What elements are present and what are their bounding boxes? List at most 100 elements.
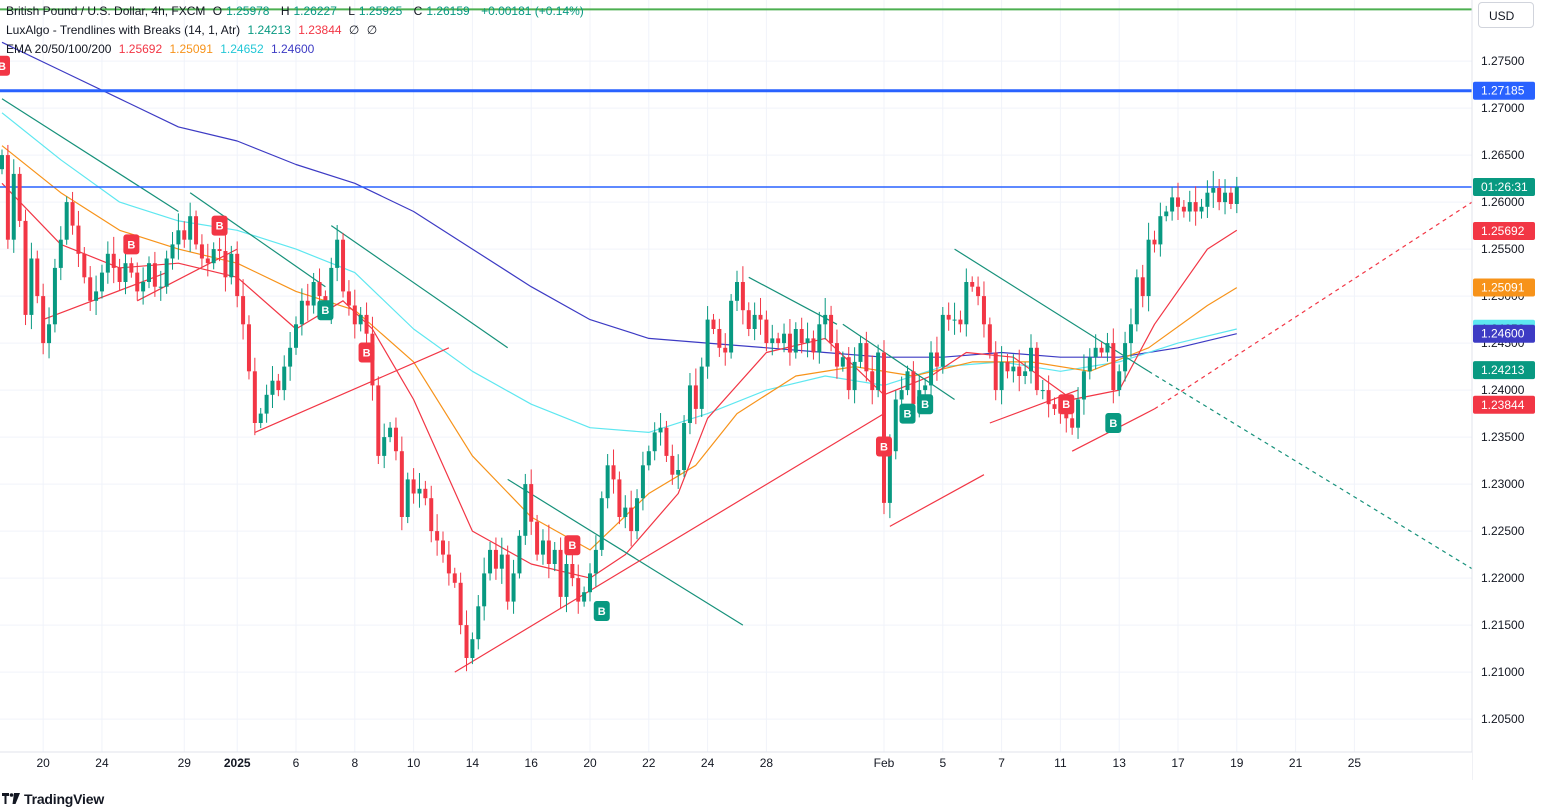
candle: [288, 332, 293, 381]
bullish-break-label: B: [593, 601, 610, 621]
candle-body: [417, 488, 422, 494]
candle: [1011, 354, 1016, 383]
candle-body: [558, 549, 563, 597]
break-label-box: [358, 342, 375, 363]
candle: [958, 310, 963, 333]
candle-body: [711, 319, 716, 329]
candle: [635, 489, 640, 540]
candle-body: [105, 253, 110, 273]
candle: [1093, 334, 1098, 370]
candle-body: [940, 314, 945, 367]
candle-body: [1152, 239, 1157, 245]
candle-body: [611, 465, 616, 480]
candle: [782, 323, 787, 353]
candle: [787, 319, 792, 366]
candle: [846, 347, 851, 400]
candle-body: [1211, 188, 1216, 193]
tradingview-logo[interactable]: TradingView: [2, 791, 104, 807]
uptrend-line: [254, 347, 450, 433]
break-label-text: B: [321, 305, 329, 317]
candle-body: [276, 380, 281, 391]
candle: [252, 357, 257, 436]
x-tick-label: 17: [1171, 756, 1185, 770]
price-badge-text: 1.27185: [1481, 84, 1525, 98]
bearish-break-label: B: [358, 342, 375, 363]
candle-body: [723, 347, 728, 353]
candle-body: [693, 385, 698, 409]
y-tick-label: 1.23500: [1481, 430, 1525, 444]
price-badge: 1.24213: [1473, 361, 1535, 380]
candle-body: [1217, 188, 1222, 203]
indicator-legend-ema: EMA 20/50/100/200 1.25692 1.25091 1.2465…: [6, 41, 318, 57]
candle-body: [588, 573, 592, 593]
symbol-title[interactable]: British Pound / U.S. Dollar, 4h, FXCM: [6, 4, 206, 18]
close-label: C: [413, 4, 423, 18]
candle-body: [1076, 399, 1081, 428]
candle: [499, 537, 504, 584]
candle: [299, 288, 304, 336]
break-label-text: B: [880, 442, 888, 454]
candle-body: [123, 263, 128, 282]
x-tick-label: Feb: [874, 756, 895, 770]
downtrend-line: [842, 323, 955, 400]
candle: [1223, 179, 1228, 215]
candle: [211, 242, 216, 270]
candle-body: [623, 507, 628, 517]
indicator-name-ema[interactable]: EMA 20/50/100/200: [6, 42, 112, 56]
candle-body: [1087, 357, 1092, 372]
x-tick-label: 14: [466, 756, 480, 770]
candle: [588, 563, 592, 602]
candle: [723, 333, 728, 366]
candle: [1187, 190, 1192, 222]
candle-body: [729, 300, 734, 353]
break-label-text: B: [216, 221, 224, 233]
candle: [352, 289, 357, 339]
candle-body: [705, 319, 710, 367]
candle-body: [376, 385, 381, 456]
bearish-break-label: B: [0, 55, 10, 76]
candle: [735, 270, 739, 311]
candle: [1105, 332, 1110, 362]
candle-body: [29, 258, 34, 315]
candle: [876, 344, 881, 398]
candle-body: [82, 253, 87, 278]
y-tick-label: 1.22000: [1481, 571, 1525, 585]
change-value: +0.00181 (+0.14%): [481, 4, 584, 18]
break-label-box: [917, 394, 934, 415]
candle-body: [1199, 206, 1204, 212]
break-label-text: B: [904, 409, 912, 421]
candle: [664, 420, 669, 462]
candle-body: [1181, 206, 1186, 212]
candle: [1205, 180, 1210, 218]
candle-body: [1081, 371, 1086, 400]
indicator-name-trendlines[interactable]: LuxAlgo - Trendlines with Breaks (14, 1,…: [6, 23, 241, 37]
candle: [623, 495, 628, 529]
open-label: O: [212, 4, 223, 18]
candle: [740, 266, 745, 325]
candle-body: [1105, 343, 1110, 353]
candle-body: [782, 333, 787, 344]
ema20-line: [1, 182, 1238, 579]
candle-body: [1029, 347, 1033, 372]
x-tick-label: 16: [525, 756, 539, 770]
candle: [1046, 375, 1051, 418]
candle: [1070, 410, 1075, 435]
candle: [811, 330, 816, 360]
candle-body: [852, 361, 857, 391]
candle: [1111, 328, 1116, 404]
candle-body: [817, 324, 822, 353]
candle: [693, 368, 698, 425]
candle-body: [1023, 371, 1028, 376]
candle: [682, 415, 687, 478]
candle: [793, 322, 798, 359]
candle-body: [970, 282, 975, 287]
bearish-break-label: B: [876, 436, 892, 457]
candle: [64, 196, 69, 245]
currency-button[interactable]: USD: [1478, 2, 1534, 28]
downtrend-line: [748, 276, 838, 325]
candle-body: [605, 465, 610, 499]
candle-body: [834, 343, 839, 367]
candle-body: [152, 263, 157, 287]
candle-body: [887, 451, 892, 503]
